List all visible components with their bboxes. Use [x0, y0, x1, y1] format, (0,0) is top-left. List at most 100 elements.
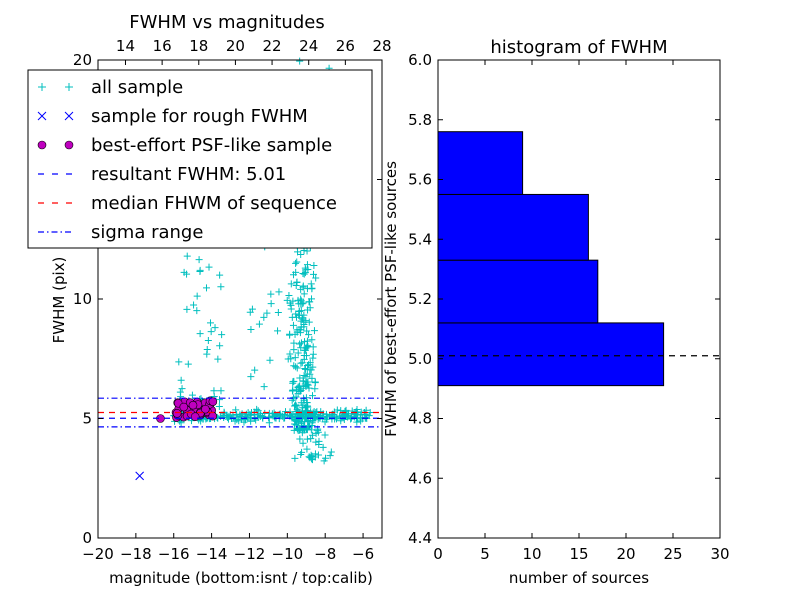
all-sample-point — [295, 382, 303, 390]
all-sample-point — [304, 266, 312, 274]
all-sample-point — [293, 364, 301, 372]
all-sample-point — [301, 338, 309, 346]
all-sample-point — [311, 385, 319, 393]
all-sample-point — [299, 401, 307, 409]
all-sample-point — [178, 385, 186, 393]
scatter-y-label: FWHM (pix) — [50, 257, 68, 344]
all-sample-point — [196, 267, 204, 275]
reference-lines — [98, 397, 382, 428]
all-sample-point — [216, 271, 224, 279]
all-sample-point — [353, 418, 361, 426]
all-sample-point — [297, 419, 305, 427]
top-x-tick-label: 28 — [372, 37, 391, 55]
all-sample-point — [298, 448, 306, 456]
histogram-bar — [437, 322, 665, 387]
y-tick-label: 5.4 — [408, 230, 432, 248]
all-sample-point — [292, 310, 300, 318]
top-x-tick-label: 26 — [336, 37, 355, 55]
top-x-tick-label: 16 — [153, 37, 172, 55]
all-sample-point — [307, 280, 315, 288]
all-sample-point — [289, 321, 297, 329]
all-sample-point — [256, 410, 264, 418]
x-tick-label: 10 — [522, 545, 541, 563]
all-sample-point — [251, 366, 259, 374]
y-tick-label: 5.0 — [408, 350, 432, 368]
all-sample-point — [295, 307, 303, 315]
all-sample-point — [299, 269, 307, 277]
all-sample-point — [294, 296, 302, 304]
all-sample-point — [266, 356, 274, 364]
x-tick-label: −6 — [352, 545, 374, 563]
scatter-title: FWHM vs magnitudes — [129, 12, 324, 33]
all-sample-point — [289, 411, 297, 419]
all-sample-point — [296, 435, 304, 443]
all-sample-point — [190, 301, 198, 309]
all-sample-point — [301, 418, 309, 426]
all-sample-point — [291, 420, 299, 428]
legend-marker-x — [64, 111, 74, 121]
all-sample-point — [206, 319, 214, 327]
all-sample-point — [344, 411, 352, 419]
all-sample-point — [297, 339, 305, 347]
x-tick-label: −20 — [82, 545, 114, 563]
x-tick-label: −8 — [314, 545, 336, 563]
all-sample-point — [303, 445, 311, 453]
scatter-plot: FWHM vs magnitudes −20 −18 −16 −14 −12 −10 −8−… — [27, 12, 392, 587]
all-sample-point — [175, 358, 183, 366]
all-sample-point — [285, 291, 293, 299]
x-tick-label: 15 — [569, 545, 588, 563]
all-sample-point — [176, 388, 184, 396]
all-sample-point — [305, 331, 313, 339]
all-sample-point — [214, 355, 222, 363]
all-sample-point — [254, 413, 262, 421]
all-sample-point — [312, 429, 320, 437]
all-sample-point — [296, 386, 304, 394]
y-tick-label: 4.6 — [408, 469, 432, 487]
scatter-x-ticks: −20 −18 −16 −14 −12 −10 −8 −6 — [82, 533, 374, 563]
all-sample-point — [217, 283, 225, 291]
y-tick-label: 0 — [82, 529, 92, 547]
all-sample-point — [303, 327, 311, 335]
x-tick-label: −12 — [234, 545, 266, 563]
all-sample-point — [312, 411, 320, 419]
histogram-x-label: number of sources — [509, 569, 649, 587]
x-tick-label: −10 — [272, 545, 304, 563]
all-sample-point — [304, 342, 312, 350]
all-sample-point — [300, 270, 308, 278]
all-sample-point — [309, 354, 317, 362]
all-sample-point — [298, 429, 306, 437]
all-sample-point — [287, 355, 295, 363]
all-sample-point — [233, 413, 241, 421]
legend-label: all sample — [91, 77, 183, 98]
all-sample-point — [298, 300, 306, 308]
x-tick-label: 0 — [433, 545, 443, 563]
all-sample-point — [292, 259, 300, 267]
all-sample-point — [312, 274, 320, 282]
all-sample-point — [218, 331, 226, 339]
legend-box — [27, 69, 373, 249]
all-sample-point — [327, 448, 335, 456]
all-sample-point — [183, 252, 191, 260]
top-x-tick-label: 18 — [189, 37, 208, 55]
all-sample-point — [204, 336, 212, 344]
all-sample-point — [216, 342, 224, 350]
legend-entry: resultant FWHM: 5.01 — [38, 164, 286, 185]
all-sample-point — [292, 401, 300, 409]
x-tick-label: 5 — [480, 545, 490, 563]
all-sample-point — [297, 326, 305, 334]
all-sample-point — [310, 327, 318, 335]
all-sample-point — [193, 307, 201, 315]
all-sample-point — [300, 371, 308, 379]
all-sample-point — [211, 324, 219, 332]
y-tick-label: 5 — [82, 410, 92, 428]
all-sample-point — [196, 330, 204, 338]
all-sample-point — [302, 373, 310, 381]
psf-sample-point — [208, 411, 218, 421]
all-sample-point — [247, 373, 255, 381]
all-sample-point — [260, 383, 268, 391]
all-sample-point — [308, 336, 316, 344]
all-sample-point — [303, 435, 311, 443]
all-sample-point — [292, 282, 300, 290]
all-sample-point — [287, 280, 295, 288]
all-sample-point — [303, 343, 311, 351]
